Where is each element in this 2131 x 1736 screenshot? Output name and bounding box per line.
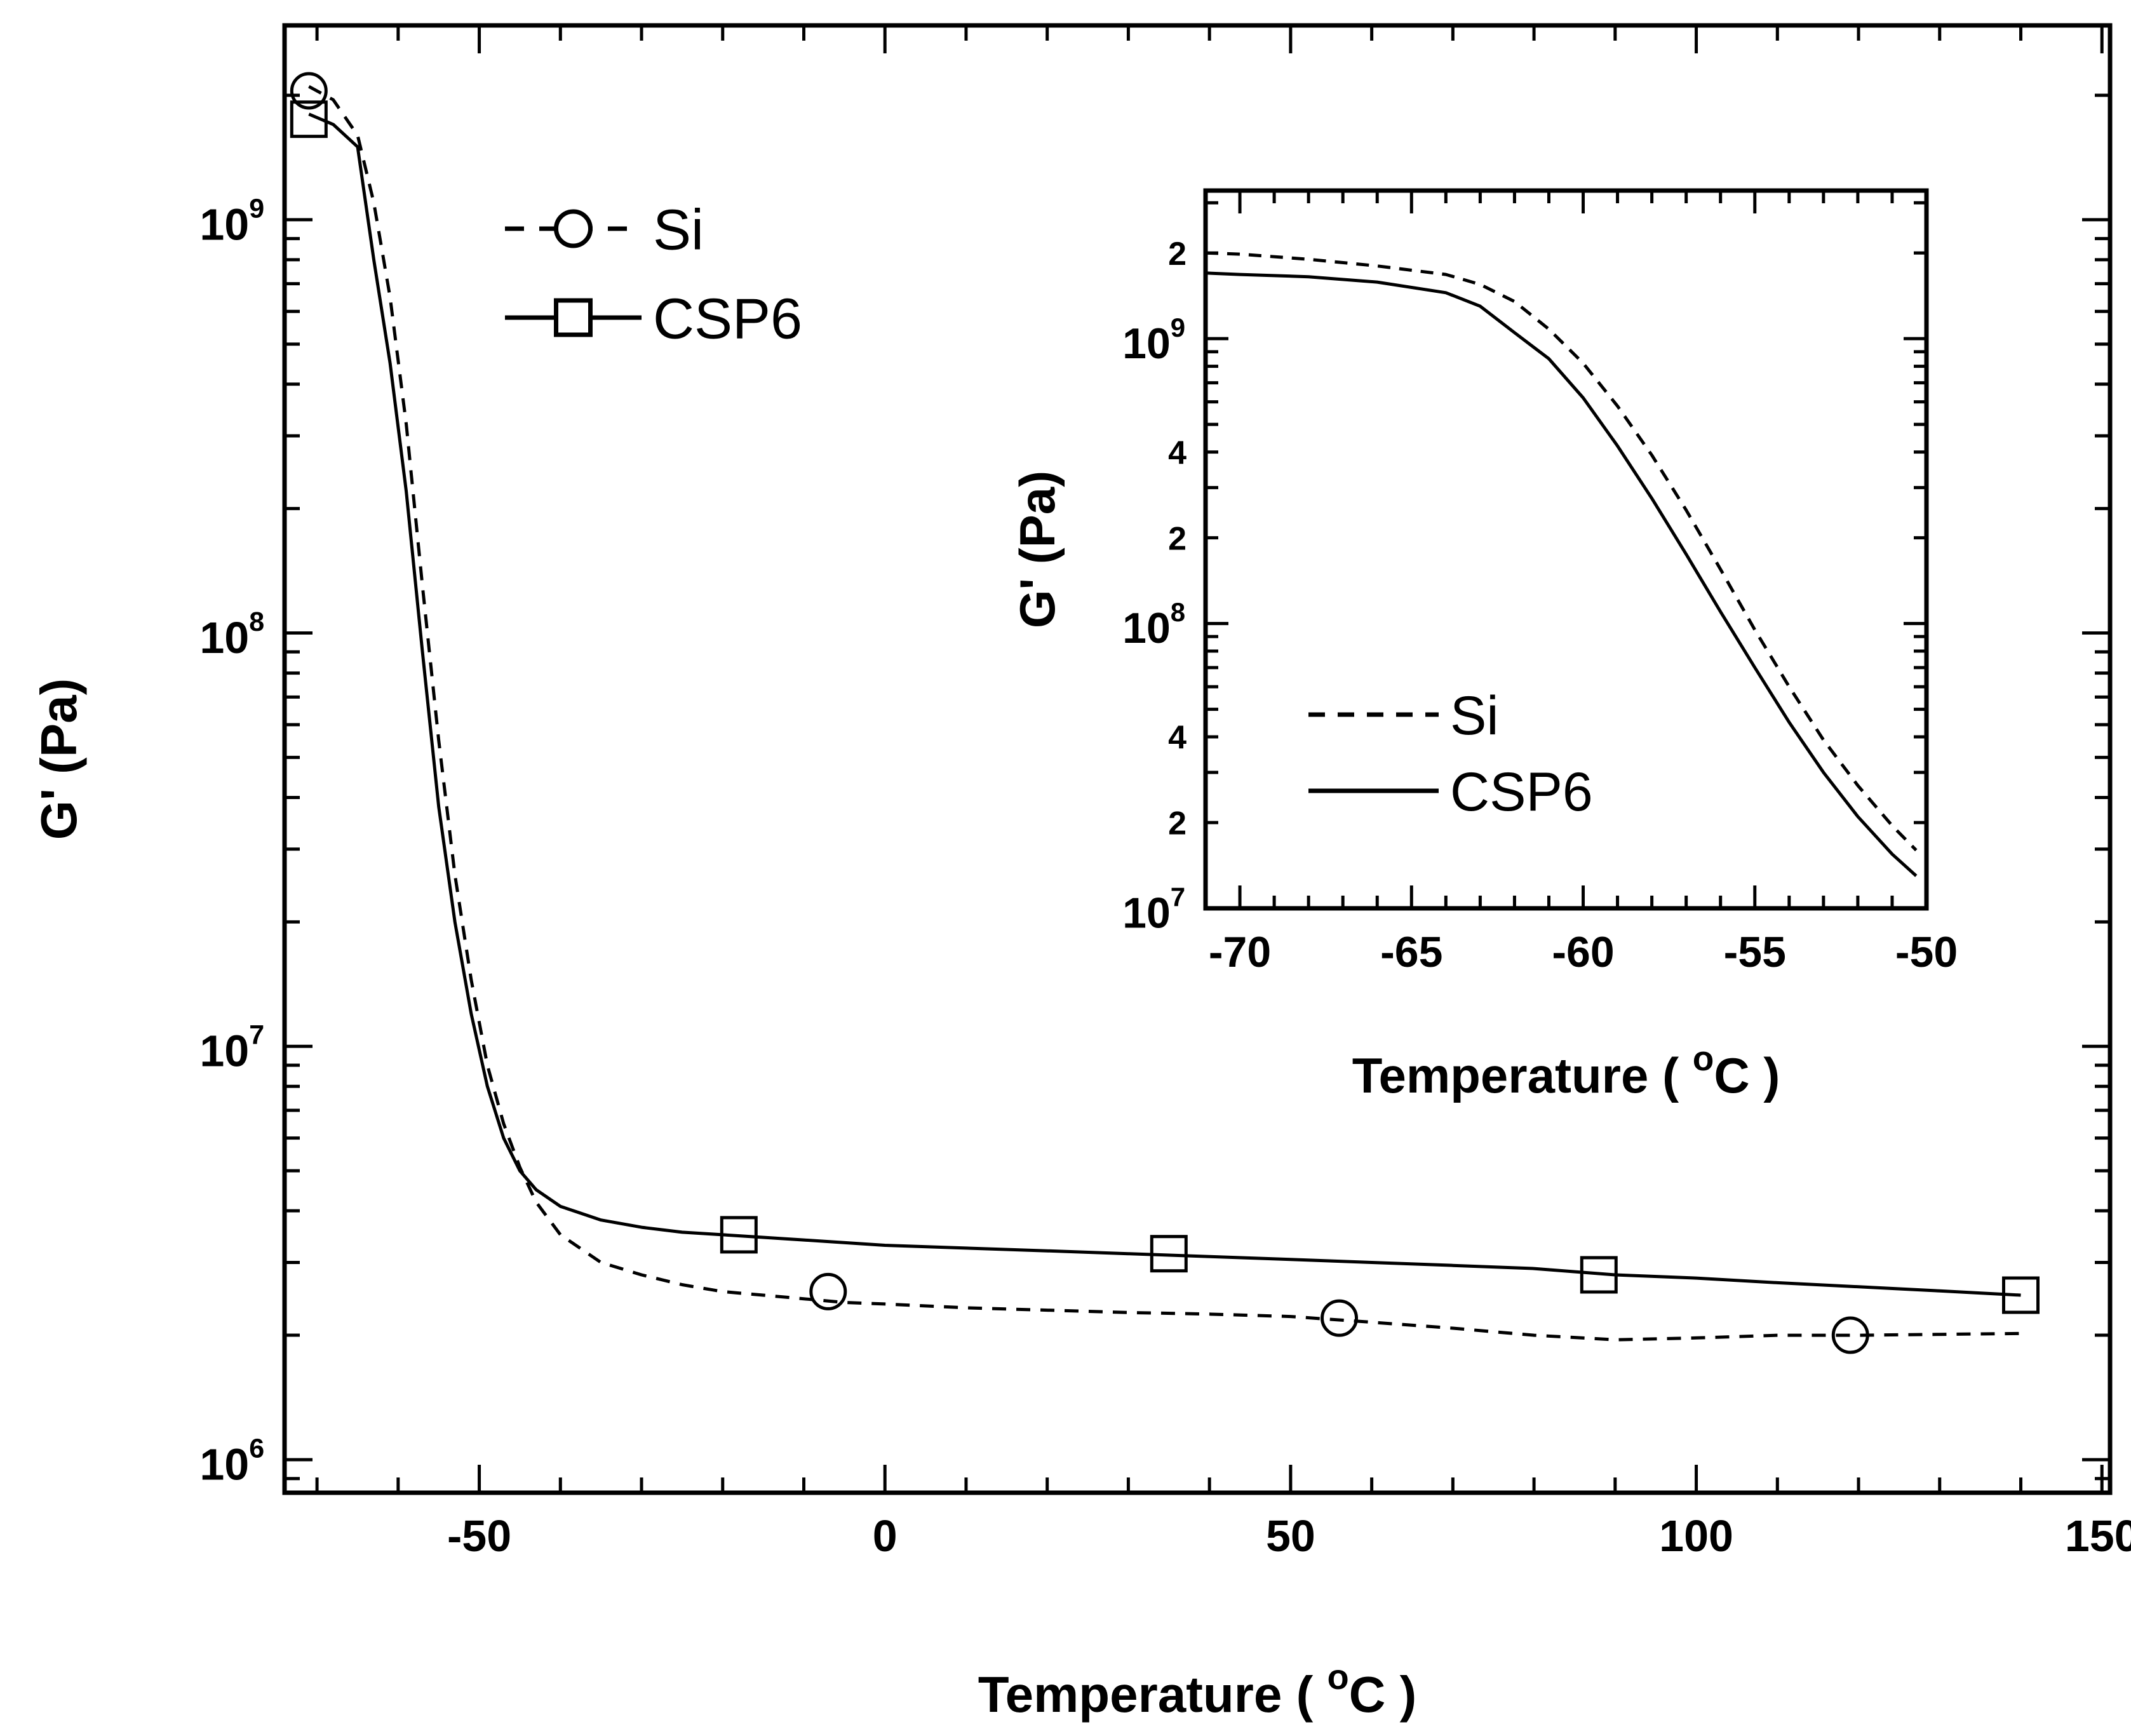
- inset-x-tick-label: -50: [1895, 928, 1958, 976]
- inset-x-axis-title: Temperature ( oC ): [1352, 1039, 1780, 1103]
- inset-x-axis-title-degree: o: [1693, 1039, 1714, 1078]
- inset-x-tick-label: -70: [1209, 928, 1271, 976]
- inset-y-minor-label: 4: [1168, 720, 1187, 757]
- inset-y-tick-label-base: 10: [1122, 320, 1171, 368]
- inset-y-axis-title: G' (Pa): [1009, 471, 1065, 628]
- main-series-csp6-line: [308, 112, 2021, 1297]
- inset-x-axis-title-pre: Temperature (: [1352, 1047, 1693, 1103]
- main-series-csp6-marker: [1580, 1256, 1618, 1294]
- main-y-tick-label-base: 10: [199, 199, 249, 249]
- inset-y-minor-label: 4: [1168, 434, 1187, 471]
- main-plot-frame: [282, 23, 2113, 1495]
- inset-y-tick-label-sup: 7: [1171, 882, 1185, 912]
- main-x-axis-title: Temperature ( oC ): [978, 1657, 1417, 1723]
- main-legend-marker-csp6: [554, 298, 593, 337]
- main-x-axis-title-degree: o: [1327, 1657, 1348, 1697]
- main-y-tick-label-base: 10: [199, 1026, 249, 1076]
- inset-x-tick-label: -60: [1552, 928, 1614, 976]
- inset-legend-label-csp6: CSP6: [1450, 762, 1593, 823]
- main-x-axis-title-post: C ): [1349, 1666, 1417, 1723]
- main-legend-label-si: Si: [653, 198, 704, 262]
- main-series-si-marker: [1831, 1316, 1869, 1354]
- main-series-si-marker: [1321, 1299, 1359, 1337]
- main-legend: Si CSP6: [505, 198, 802, 351]
- main-y-tick-label-sup: 9: [249, 193, 264, 224]
- main-legend-marker-si: [554, 209, 593, 248]
- main-y-tick-label-base: 10: [199, 613, 249, 663]
- main-series-csp6-marker: [290, 100, 328, 138]
- main-y-tick-label-base: 10: [199, 1439, 249, 1489]
- inset-y-minor-label: 2: [1168, 236, 1187, 273]
- main-legend-label-csp6: CSP6: [653, 287, 802, 351]
- main-series-si-marker: [290, 72, 328, 110]
- main-x-tick-label: 50: [1266, 1511, 1315, 1561]
- main-y-tick-label-sup: 8: [249, 607, 264, 637]
- main-y-tick-label-sup: 6: [249, 1433, 264, 1463]
- inset-series-csp6-line: [1205, 271, 1918, 877]
- inset-legend-label-si: Si: [1450, 685, 1498, 746]
- inset-x-tick-label: -55: [1724, 928, 1786, 976]
- inset-y-tick-label-sup: 9: [1171, 313, 1185, 342]
- main-x-tick-label: -50: [447, 1511, 511, 1561]
- inset-y-minor-label: 2: [1168, 520, 1187, 557]
- main-series-csp6-marker: [2001, 1276, 2040, 1314]
- main-series-csp6-marker: [1150, 1235, 1188, 1273]
- main-x-tick-label: 100: [1659, 1511, 1733, 1561]
- inset-series-si-line: [1205, 251, 1918, 852]
- main-series-si-marker: [809, 1272, 847, 1310]
- main-series-csp6-marker: [720, 1216, 758, 1254]
- main-x-tick-label: 0: [873, 1511, 897, 1561]
- main-x-axis-title-pre: Temperature (: [978, 1666, 1328, 1723]
- inset-x-axis-title-post: C ): [1714, 1047, 1780, 1103]
- inset-x-tick-label: -65: [1380, 928, 1442, 976]
- inset-y-tick-label-sup: 8: [1171, 597, 1185, 627]
- inset-y-tick-label-base: 10: [1122, 604, 1171, 652]
- main-series-si-line: [308, 85, 2021, 1342]
- inset-legend: Si CSP6: [1308, 685, 1593, 823]
- main-y-tick-label-sup: 7: [249, 1020, 264, 1051]
- inset-y-minor-label: 2: [1168, 805, 1187, 842]
- inset-y-tick-label-base: 10: [1122, 889, 1171, 938]
- main-y-axis-title: G' (Pa): [30, 678, 87, 840]
- main-x-tick-label: 150: [2065, 1511, 2131, 1561]
